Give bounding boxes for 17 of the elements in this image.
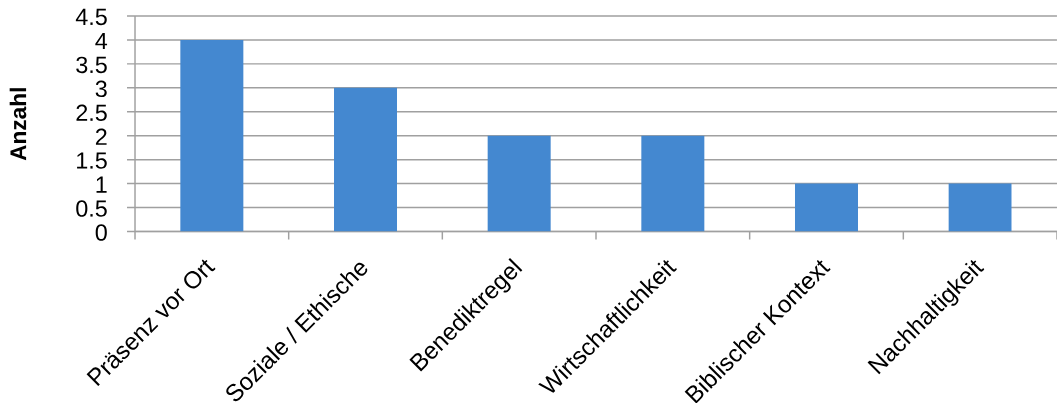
bar (334, 87, 398, 232)
y-tick-label: 3.5 (76, 56, 107, 74)
bar (487, 135, 551, 232)
y-tick-label: 4 (95, 32, 108, 49)
y-tick-label: 4.5 (75, 8, 107, 26)
bar (180, 39, 244, 232)
y-tick-label: 1.5 (77, 152, 107, 169)
y-tick-label: 3 (95, 80, 107, 98)
y-tick-label: 0.5 (76, 200, 107, 217)
y-axis-title: Anzahl (9, 88, 27, 161)
y-tick-label: 1 (96, 176, 107, 193)
bar (795, 183, 858, 232)
y-tick-label: 2.5 (76, 104, 107, 122)
bar (641, 135, 705, 232)
bar (948, 183, 1012, 232)
y-tick-label: 2 (95, 128, 107, 145)
y-tick-label: 0 (95, 224, 107, 241)
